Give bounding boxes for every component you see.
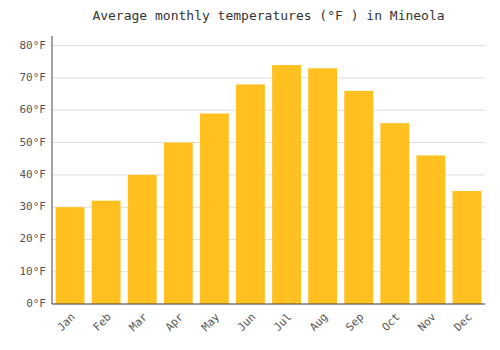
x-tick-label: Jul — [271, 311, 294, 334]
bar — [56, 207, 85, 304]
x-tick-label: Feb — [91, 311, 114, 334]
bar — [344, 91, 373, 304]
y-tick-label: 10°F — [20, 265, 47, 278]
bars — [56, 65, 482, 304]
bar — [453, 191, 482, 304]
grid-line — [52, 304, 485, 305]
y-tick-label: 60°F — [20, 103, 47, 116]
x-tick-label: May — [199, 310, 223, 334]
bar — [308, 68, 337, 304]
y-tick-label: 80°F — [20, 39, 47, 52]
y-axis-line — [52, 36, 53, 304]
bar — [92, 201, 121, 304]
x-tick-label: Aug — [307, 311, 330, 334]
title: Average monthly temperatures (°F ) in Mi… — [92, 8, 444, 23]
x-tick-label: Sep — [343, 311, 366, 334]
grid-line — [52, 77, 485, 78]
grid — [52, 46, 485, 304]
x-tick-label: Mar — [127, 310, 151, 334]
bar — [416, 155, 445, 304]
bar — [200, 113, 229, 304]
y-tick-label: 40°F — [20, 168, 47, 181]
grid-line — [52, 142, 485, 143]
bar — [380, 123, 409, 304]
x-tick-label: Jan — [55, 311, 78, 334]
x-axis-line — [52, 304, 485, 305]
bar — [128, 175, 157, 304]
y-tick-label: 30°F — [20, 200, 47, 213]
bar — [272, 65, 301, 304]
x-tick-label: Jun — [235, 311, 258, 334]
grid-line — [52, 110, 485, 111]
y-tick-label: 50°F — [20, 136, 47, 149]
y-tick-label: 20°F — [20, 232, 47, 245]
grid-line — [52, 45, 485, 46]
x-ticks: Jan Feb Mar Apr May Jun Jul Aug Sep Oct Nov Dec — [55, 310, 475, 334]
chart: 0°F 10°F 20°F 30°F 40°F 50°F 60°F 70°F 80°F Jan Fe… — [0, 0, 500, 350]
y-tick-label: 0°F — [26, 297, 46, 310]
x-tick-label: Dec — [451, 311, 474, 334]
bar — [236, 84, 265, 304]
y-ticks: 0°F 10°F 20°F 30°F 40°F 50°F 60°F 70°F 80°F — [20, 39, 47, 310]
x-tick-label: Nov — [415, 310, 439, 334]
x-tick-label: Oct — [379, 311, 402, 334]
y-tick-label: 70°F — [20, 71, 47, 84]
x-tick-label: Apr — [163, 310, 187, 334]
bar — [164, 143, 193, 304]
